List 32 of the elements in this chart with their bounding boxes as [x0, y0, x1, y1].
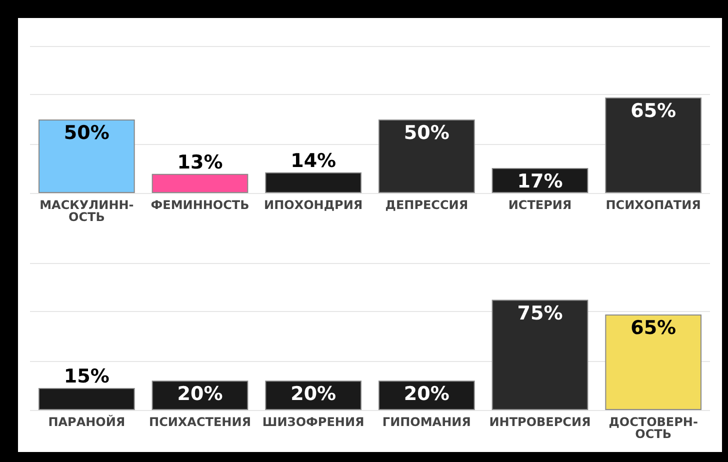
data-label: 65% — [630, 100, 676, 122]
data-label: 13% — [177, 151, 223, 174]
bar — [38, 120, 135, 193]
data-label: 17% — [517, 170, 563, 193]
data-label: 50% — [64, 122, 110, 144]
data-label: 75% — [517, 302, 563, 324]
x-tick-label: ДЕПРЕССИЯ — [385, 198, 468, 212]
bar — [492, 300, 588, 410]
x-tick-label: ПСИХОПАТИЯ — [606, 198, 701, 212]
data-label: 50% — [404, 122, 450, 144]
x-tick-label: ИПОХОНДРИЯ — [264, 198, 363, 212]
bar — [378, 120, 475, 193]
x-tick-label: ПАРАНОЙЯ — [48, 414, 126, 429]
bar — [265, 172, 362, 193]
x-tick-label: ПСИХАСТЕНИЯ — [149, 415, 251, 429]
x-tick-label: ФЕМИННОСТЬ — [150, 198, 250, 212]
bar — [38, 388, 135, 410]
x-tick-label: ГИПОМАНИЯ — [382, 415, 471, 429]
data-label: 14% — [290, 150, 336, 172]
bar — [605, 97, 702, 193]
data-label: 65% — [630, 316, 676, 339]
x-tick-label: ДОСТОВЕРН-ОСТЬ — [608, 415, 698, 441]
x-tick-label: ШИЗОФРЕНИЯ — [262, 415, 364, 429]
data-label: 20% — [404, 383, 450, 406]
data-label: 20% — [177, 383, 223, 406]
bar — [152, 174, 248, 193]
x-tick-label: МАСКУЛИНН-ОСТЬ — [40, 198, 134, 224]
data-label: 20% — [290, 383, 336, 406]
bar — [605, 314, 702, 410]
data-label: 15% — [64, 365, 110, 388]
x-tick-label: ИНТРОВЕРСИЯ — [489, 415, 591, 429]
x-tick-label: ИСТЕРИЯ — [508, 198, 572, 212]
